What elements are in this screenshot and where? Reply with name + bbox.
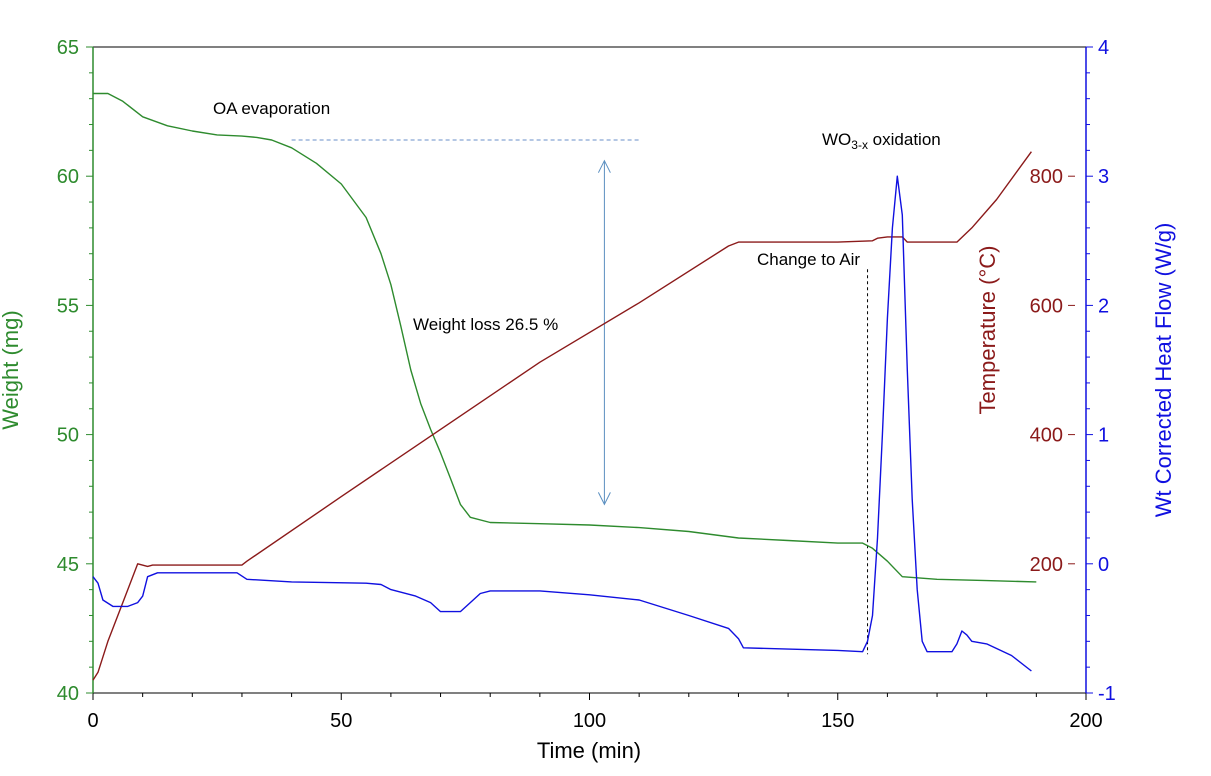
annotation-oa-evaporation: OA evaporation bbox=[213, 99, 330, 118]
temperature-tick-label: 200 bbox=[1030, 554, 1063, 576]
temperature-tick-label: 400 bbox=[1030, 425, 1063, 447]
heatflow-tick-label: 3 bbox=[1098, 166, 1109, 188]
weight-loss-arrow-head-up bbox=[597, 159, 611, 173]
weight-tick-label: 40 bbox=[57, 683, 79, 705]
weight-axis-title: Weight (mg) bbox=[0, 310, 23, 429]
annotation-wo-oxidation: WO3-x oxidation bbox=[822, 130, 941, 152]
x-tick-label: 0 bbox=[87, 710, 98, 732]
temperature-series-line bbox=[92, 151, 1032, 681]
heatflow-tick-label: 0 bbox=[1098, 554, 1109, 576]
heatflow-tick-label: 2 bbox=[1098, 295, 1109, 317]
temperature-tick-label: 600 bbox=[1030, 295, 1063, 317]
weight-tick-label: 50 bbox=[57, 425, 79, 447]
annotation-wo-sub: 3-x bbox=[851, 138, 868, 152]
guides-group bbox=[291, 139, 869, 655]
annotation-weight-loss: Weight loss 26.5 % bbox=[413, 315, 558, 334]
weight-tick-label: 60 bbox=[57, 166, 79, 188]
x-axis-title: Time (min) bbox=[537, 738, 641, 763]
annotation-wo-tail: oxidation bbox=[868, 130, 941, 149]
x-tick-label: 50 bbox=[330, 710, 352, 732]
temperature-tick-label: 800 bbox=[1030, 166, 1063, 188]
weight-series-line bbox=[93, 92, 1037, 583]
weight-loss-arrow-head-down bbox=[597, 492, 611, 506]
heatflow-tick-label: -1 bbox=[1098, 683, 1116, 705]
heatflow-axis-title: Wt Corrected Heat Flow (W/g) bbox=[1151, 223, 1176, 518]
heatflow-tick-label: 4 bbox=[1098, 37, 1109, 59]
annotation-change-to-air: Change to Air bbox=[757, 250, 860, 269]
heatflow-tick-label: 1 bbox=[1098, 425, 1109, 447]
x-tick-label: 100 bbox=[573, 710, 606, 732]
weight-tick-label: 65 bbox=[57, 37, 79, 59]
series-group bbox=[92, 92, 1037, 681]
x-tick-label: 150 bbox=[821, 710, 854, 732]
annotation-wo-main: WO bbox=[822, 130, 851, 149]
weight-tick-label: 45 bbox=[57, 554, 79, 576]
weight-tick-label: 55 bbox=[57, 295, 79, 317]
heatflow-series-line bbox=[92, 175, 1032, 672]
temperature-axis-title: Temperature (°C) bbox=[975, 246, 1000, 415]
x-tick-label: 200 bbox=[1069, 710, 1102, 732]
axes-group: 0 50 100 150 200 40 45 50 55 60 65 -1 0 1 2 3 4 200 400 600… bbox=[57, 37, 1116, 732]
